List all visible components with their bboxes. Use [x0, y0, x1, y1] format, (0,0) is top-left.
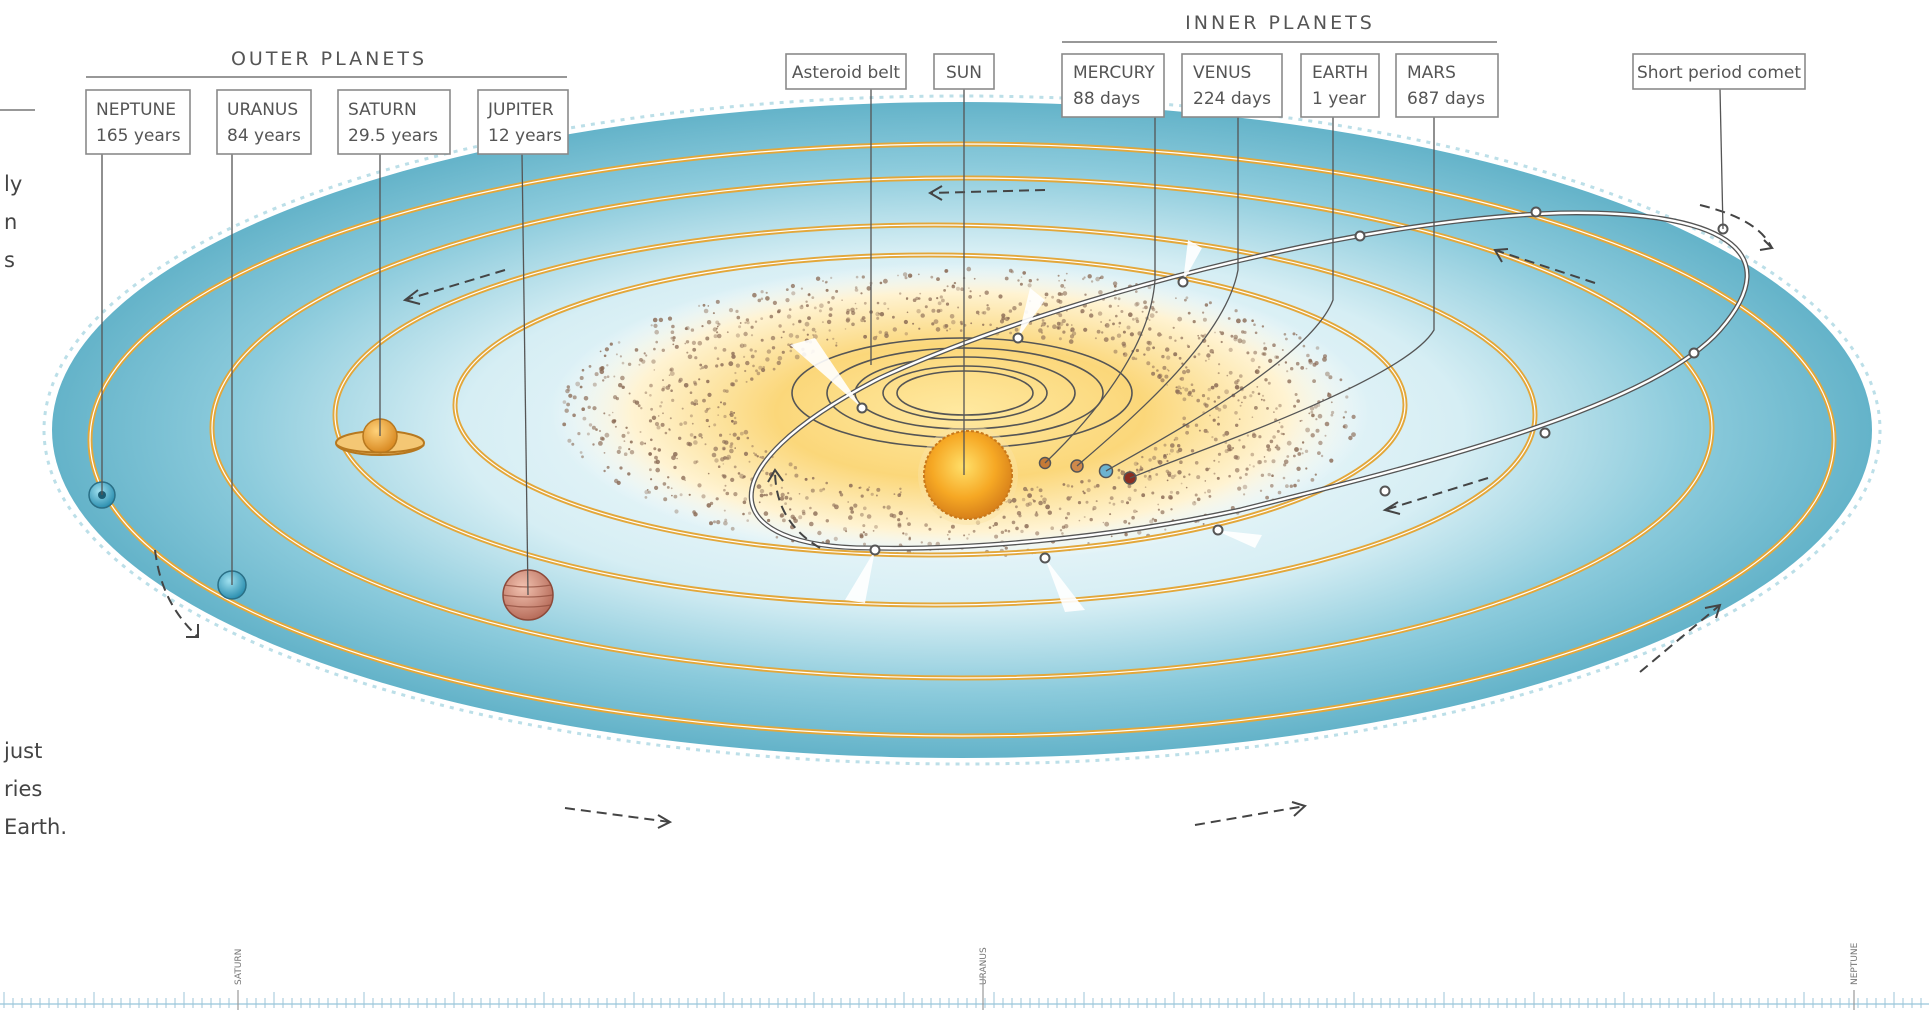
disc-edge: [42, 94, 1882, 766]
jupiter-name: JUPITER: [487, 100, 554, 120]
arrow-upper-left: [404, 269, 506, 301]
arrow-inner-left: [774, 469, 821, 549]
asteroid-belt-dots: [562, 266, 1356, 557]
mars-leader: [1129, 117, 1435, 479]
arrow-bottom-right: [1194, 805, 1306, 826]
asteroid-belt-text: Asteroid belt: [792, 63, 901, 83]
comet-text: Short period comet: [1637, 63, 1801, 83]
jupiter-leader: [521, 153, 529, 596]
label-sun: SUN: [933, 53, 995, 90]
label-mercury: MERCURY 88 days: [1061, 53, 1165, 118]
label-uranus: URANUS 84 years: [216, 89, 312, 155]
arrow-bottom-left: [564, 807, 671, 823]
uranus-period: 84 years: [227, 126, 301, 146]
comet-tails: [790, 240, 1262, 612]
distance-ruler: [0, 992, 1929, 1008]
venus-leader: [1076, 117, 1239, 467]
saturn-name: SATURN: [348, 100, 417, 120]
label-earth: EARTH 1 year: [1300, 53, 1380, 118]
outer-planets-title: OUTER PLANETS: [231, 48, 427, 70]
neptune-period: 165 years: [96, 126, 181, 146]
arrow-comet-left: [1384, 477, 1489, 511]
earth-period: 1 year: [1312, 89, 1366, 109]
side-text-top: ly n s: [4, 172, 23, 272]
arrow-left: [154, 549, 199, 638]
leader-lines: [101, 88, 1724, 596]
ruler-labels: SATURN URANUS NEPTUNE: [234, 942, 1860, 1010]
mars-period: 687 days: [1407, 89, 1485, 109]
label-mars: MARS 687 days: [1395, 53, 1499, 118]
saturn-planet: [335, 418, 425, 456]
comet-leader: [1719, 88, 1724, 230]
inner-glow: [550, 262, 1370, 562]
mercury-orbit: [882, 365, 1048, 421]
label-venus: VENUS 224 days: [1181, 53, 1283, 118]
ruler-saturn: SATURN: [234, 949, 244, 985]
arrow-right: [1639, 604, 1721, 673]
mars-name: MARS: [1407, 63, 1456, 83]
neptune-name: NEPTUNE: [96, 100, 176, 120]
mercury-leader: [1044, 117, 1156, 464]
jupiter-period: 12 years: [488, 126, 562, 146]
earth-name: EARTH: [1312, 63, 1368, 83]
earth-leader: [1105, 117, 1334, 472]
label-saturn: SATURN 29.5 years: [337, 89, 451, 155]
label-comet: Short period comet: [1632, 53, 1806, 90]
sun-body: [923, 430, 1013, 520]
direction-arrows: [154, 189, 1773, 826]
arrow-upper-right: [1494, 249, 1596, 284]
mercury-name: MERCURY: [1073, 63, 1155, 83]
venus-period: 224 days: [1193, 89, 1271, 109]
uranus-name: URANUS: [227, 100, 298, 120]
arrow-comet-top: [1699, 204, 1773, 249]
saturn-period: 29.5 years: [348, 126, 438, 146]
comet-positions: [856, 206, 1729, 564]
arrow-heads: [186, 185, 1775, 829]
mercury-period: 88 days: [1073, 89, 1140, 109]
side-text-bottom: just ries Earth.: [4, 739, 67, 839]
sun: [918, 425, 1018, 525]
arrow-top: [929, 189, 1046, 194]
label-jupiter: JUPITER 12 years: [477, 89, 569, 155]
orbit-inner-lines: [89, 143, 1835, 737]
ruler-neptune: NEPTUNE: [1850, 942, 1860, 985]
venus-name: VENUS: [1193, 63, 1251, 83]
label-asteroid-belt: Asteroid belt: [785, 53, 907, 90]
inner-planets-title: INNER PLANETS: [1185, 12, 1375, 34]
sun-text: SUN: [946, 63, 982, 83]
label-neptune: NEPTUNE 165 years: [85, 89, 191, 155]
ruler-uranus: URANUS: [979, 947, 989, 985]
